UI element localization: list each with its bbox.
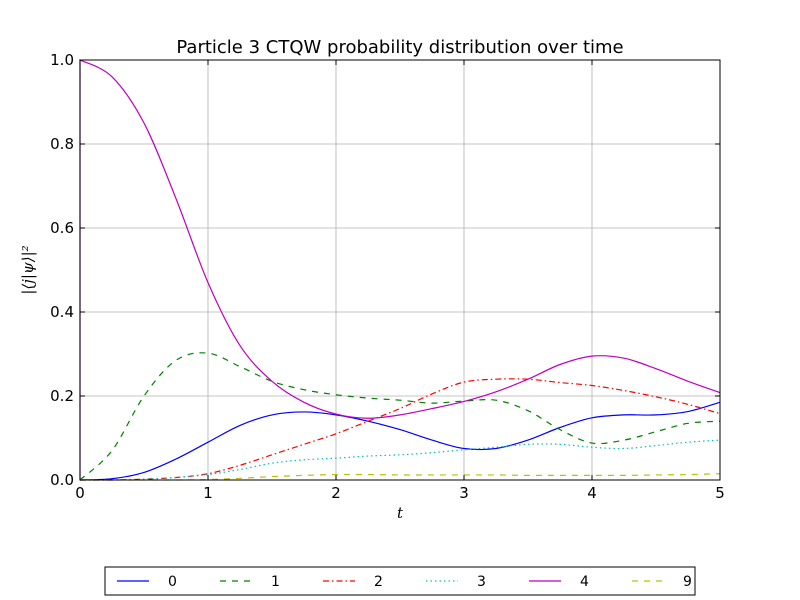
y-tick-label: 0.8: [50, 135, 74, 153]
legend-label-0: 0: [168, 574, 177, 590]
axis-ticks: 0 1 2 3 4 5 0.0 0.2 0.4 0.6 0.8 1.0: [50, 51, 725, 502]
x-axis-label: t: [397, 504, 404, 522]
series-line-4: [79, 59, 721, 480]
x-tick-label: 4: [587, 484, 597, 502]
series-line-0: [79, 401, 721, 481]
x-tick-label: 5: [715, 484, 725, 502]
x-tick-label: 0: [75, 484, 85, 502]
y-tick-label: 1.0: [50, 51, 74, 69]
series-line-3: [79, 439, 721, 481]
y-tick-label: 0.6: [50, 219, 74, 237]
y-tick-label: 0.4: [50, 303, 74, 321]
y-tick-label: 0.0: [50, 471, 74, 489]
x-tick-label: 1: [203, 484, 213, 502]
x-tick-label: 3: [459, 484, 469, 502]
plot-frame: [79, 59, 721, 481]
y-tick-label: 0.2: [50, 387, 74, 405]
legend-box: [104, 566, 696, 596]
grid: [79, 59, 721, 481]
legend-label-3: 3: [477, 574, 486, 590]
legend-label-9: 9: [683, 574, 692, 590]
chart-title: Particle 3 CTQW probability distribution…: [176, 37, 623, 58]
legend-label-4: 4: [580, 574, 589, 590]
series-lines: [79, 59, 721, 481]
y-axis-label: |⟨j|ψ⟩|²: [19, 245, 37, 294]
legend-label-1: 1: [271, 574, 280, 590]
legend: 0 1 2 3 4 9: [104, 566, 696, 596]
series-line-1: [79, 352, 721, 481]
legend-label-2: 2: [374, 574, 383, 590]
x-tick-label: 2: [331, 484, 341, 502]
